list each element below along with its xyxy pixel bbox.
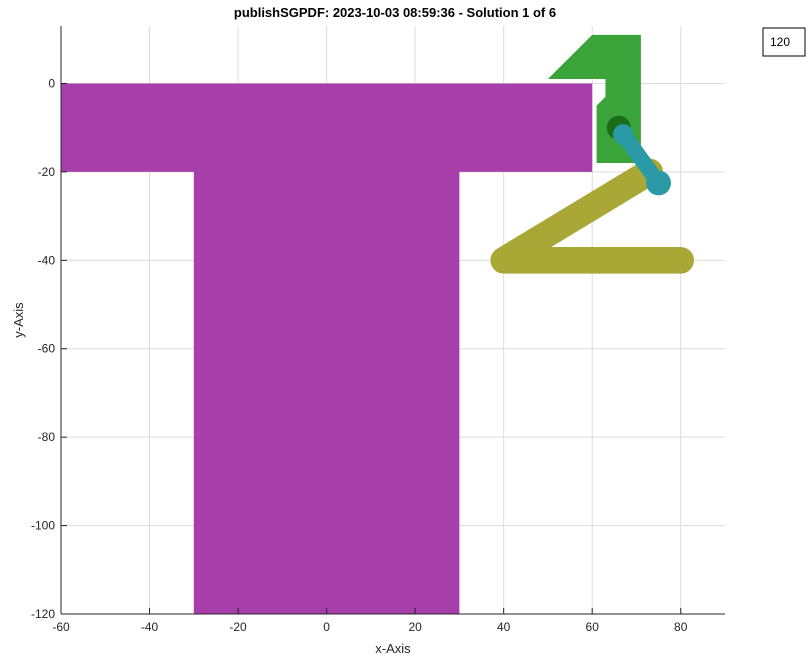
olive-link — [490, 158, 695, 274]
x-tick-label: -60 — [52, 620, 70, 634]
y-tick-label: -60 — [38, 342, 56, 356]
magenta-polygon — [61, 83, 593, 614]
y-tick-label: -20 — [38, 165, 56, 179]
chart-title: publishSGPDF: 2023-10-03 08:59:36 - Solu… — [234, 5, 556, 20]
x-tick-label: -40 — [141, 620, 159, 634]
x-tick-label: 20 — [408, 620, 422, 634]
y-tick-label: -40 — [38, 253, 56, 267]
axes — [60, 26, 725, 615]
y-tick-label: -80 — [38, 430, 56, 444]
y-axis-label: y-Axis — [11, 302, 26, 338]
x-tick-label: 40 — [497, 620, 511, 634]
plot-shapes — [61, 34, 695, 614]
annotation-box-frame — [762, 27, 806, 57]
y-tick-label: -100 — [31, 519, 55, 533]
y-tick-label: 0 — [48, 76, 55, 90]
annotation-text: 120 — [770, 35, 790, 49]
axis-ticks: -60 -40 -20 0 20 40 60 80 0 -20 -40 -60 -80 -100 -120 — [31, 76, 688, 634]
x-tick-label: 60 — [586, 620, 600, 634]
x-tick-label: -20 — [229, 620, 247, 634]
annotation-box: 120 — [762, 27, 806, 57]
y-tick-label: -120 — [31, 607, 55, 621]
teal-joint — [646, 170, 671, 196]
teal-joint — [613, 124, 634, 145]
x-tick-label: 0 — [323, 620, 330, 634]
x-axis-label: x-Axis — [375, 641, 411, 656]
x-tick-label: 80 — [674, 620, 688, 634]
